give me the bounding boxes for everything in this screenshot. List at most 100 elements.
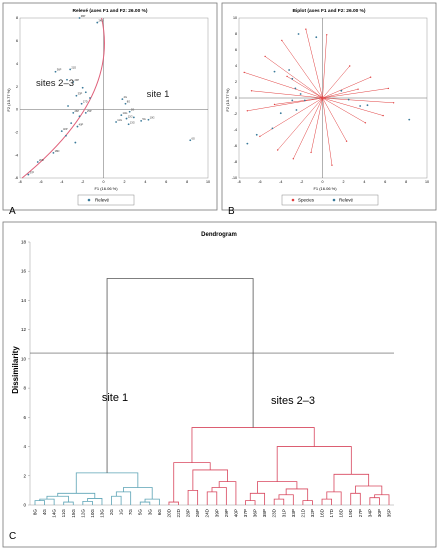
panel-b-vector-tip-2: [246, 110, 249, 112]
panel-c-leaf-label-3: 11G: [61, 509, 66, 518]
panel-a-point-9: [89, 97, 91, 99]
panel-a-point-label-29: 5G: [142, 117, 145, 121]
panel-a-point-7: [75, 94, 78, 97]
panel-c-link-1: [39, 498, 55, 505]
panel-c-link-24: [302, 500, 313, 505]
panel-c-ytick-7: 4: [23, 444, 26, 449]
panel-b-ytick-10: -10: [232, 176, 237, 180]
panel-a-title: Relevé (axes F1 and F2: 26.00 %): [73, 8, 148, 14]
panel-c-leaf-label-33: 19D: [348, 508, 353, 517]
panel-c-leaf-label-34: 27P: [358, 509, 363, 517]
panel-a-point-23: [121, 98, 124, 101]
panel-c-ylabel: Dissimilarity: [11, 346, 20, 394]
panel-b-xtick-1: -6: [258, 180, 261, 184]
panel-c-ytick-5: 8: [23, 386, 26, 391]
panel-a-point-label-27: 12G: [128, 115, 133, 119]
panel-b-vector-tip-6: [310, 151, 312, 154]
panel-b-ytick-9: -8: [234, 160, 237, 164]
panel-c-leaf-label-20: 29P: [224, 509, 229, 517]
panel-a-point-22: [27, 173, 30, 176]
panel-a-point-18: [65, 134, 67, 137]
panel-c-ytick-4: 10: [21, 356, 27, 361]
panel-a-xtick-9: 10: [206, 180, 210, 184]
panel-b-xlabel: F1 (16.06 %): [313, 186, 337, 191]
panel-a-point-label-2: 21D: [71, 65, 76, 69]
panel-c-leaf-label-36: 30P: [377, 509, 382, 517]
panel-a-point-12: [72, 111, 75, 114]
panel-b-ytick-8: -6: [234, 144, 237, 148]
panel-a-point-17: [60, 130, 63, 133]
panel-b-point-14: [340, 89, 343, 92]
panel-a-point-20: [52, 151, 55, 154]
panel-c-leaf-label-19: 39P: [214, 509, 219, 517]
panel-c-ytick-8: 2: [23, 473, 26, 478]
panel-b-point-18: [408, 118, 411, 121]
panel-a-point-19: [74, 141, 77, 144]
panel-b-point-8: [303, 99, 306, 102]
panel-a-ytick-5: -2: [15, 130, 18, 134]
panel-b-vector-tip-1: [250, 90, 253, 92]
panel-a-point-24: [124, 102, 127, 105]
panel-b-vector-tip-13: [387, 87, 390, 90]
panel-a-point-31: [127, 123, 130, 126]
panel-b-vector-4: [277, 97, 323, 151]
panel-a-point-label-1: 38P: [81, 14, 86, 18]
panel-a-xtick-4: 0: [103, 180, 105, 184]
panel-c-leaf-label-30: 16D: [320, 508, 325, 517]
panel-b-legend-releve: Relevé: [339, 198, 354, 203]
panel-c-ytick-6: 6: [23, 415, 26, 420]
panel-b-legend-releve-marker: [332, 198, 336, 202]
panel-a-xtick-6: 4: [144, 180, 146, 184]
panel-b-point-15: [347, 98, 350, 101]
panel-a-point-27: [125, 117, 128, 120]
panel-c-leaf-label-27: 33P: [291, 509, 296, 517]
panel-b-vector-tip-12: [369, 76, 372, 78]
panel-c-plot: 18 16 14 12 10 8 6 4 2 0 8G 4G 14G 11G 15G 12G 10G 13G 2G 1…: [21, 240, 394, 518]
panel-a-xtick-7: 6: [165, 180, 167, 184]
panel-a-point-label-23: 4G: [124, 95, 127, 99]
panel-b-xtick-3: -2: [300, 180, 303, 184]
panel-b-vector-15: [322, 97, 384, 116]
panel-c-link-32: [355, 485, 383, 495]
panel-a-point-15: [70, 122, 73, 125]
panel-b-vector-9: [305, 29, 323, 99]
panel-a-point-10: [80, 102, 83, 105]
panel-b-point-7: [291, 99, 294, 102]
panel-a-point-33: [189, 139, 192, 142]
panel-b-vector-12: [322, 76, 371, 99]
panel-b-vector-7: [264, 56, 323, 99]
panel-b-point-10: [279, 112, 282, 115]
panel-c-sites23-label: sites 2–3: [271, 395, 315, 407]
panel-c-leaf-label-21: 40P: [233, 509, 238, 517]
panel-b-vector-18: [322, 97, 333, 166]
panel-b-vector-tip-4: [276, 149, 279, 151]
panel-b-vector-tip-17: [345, 140, 348, 142]
panel-c-ytick-0: 18: [21, 240, 27, 245]
panel-c-leaf-label-13: 6G: [157, 509, 162, 516]
panel-b-xtick-4: 0: [322, 180, 324, 184]
panel-a-point-label-16: 40P: [79, 123, 84, 127]
panel-c-link-14: [187, 489, 199, 505]
panel-a-ylabel: F2 (10.77 %): [6, 88, 11, 112]
panel-b-point-1: [297, 33, 300, 35]
panel-a-point-2: [69, 68, 72, 71]
panel-a-point-5: [72, 81, 75, 83]
panel-a-legend-label: Relevé: [95, 198, 110, 203]
panel-c-link-34: [276, 446, 352, 482]
panel-c-leaf-label-5: 12G: [80, 509, 85, 518]
panel-b-point-2: [288, 69, 291, 71]
panel-a-ytick-6: -4: [15, 153, 18, 157]
panel-b-legend-species-marker: [291, 198, 295, 202]
panel-a-point-30: [115, 121, 117, 123]
panel-a-point-3: [54, 70, 57, 73]
panel-a-xtick-5: 2: [123, 180, 125, 184]
panel-b: Biplot (axes F1 and F2: 26.00 %) -8 -6 -4 -…: [221, 2, 437, 217]
panel-c-leaf-label-7: 13G: [99, 509, 104, 518]
panel-b-ytick-4: 2: [235, 80, 237, 84]
panel-b-vector-1: [251, 90, 323, 99]
panel-b-xtick-7: 6: [384, 180, 386, 184]
panel-a-point-16: [76, 125, 79, 128]
panel-a-point-label-5: 29P: [74, 78, 79, 82]
panel-a-point-label-31: 13G: [130, 120, 135, 124]
